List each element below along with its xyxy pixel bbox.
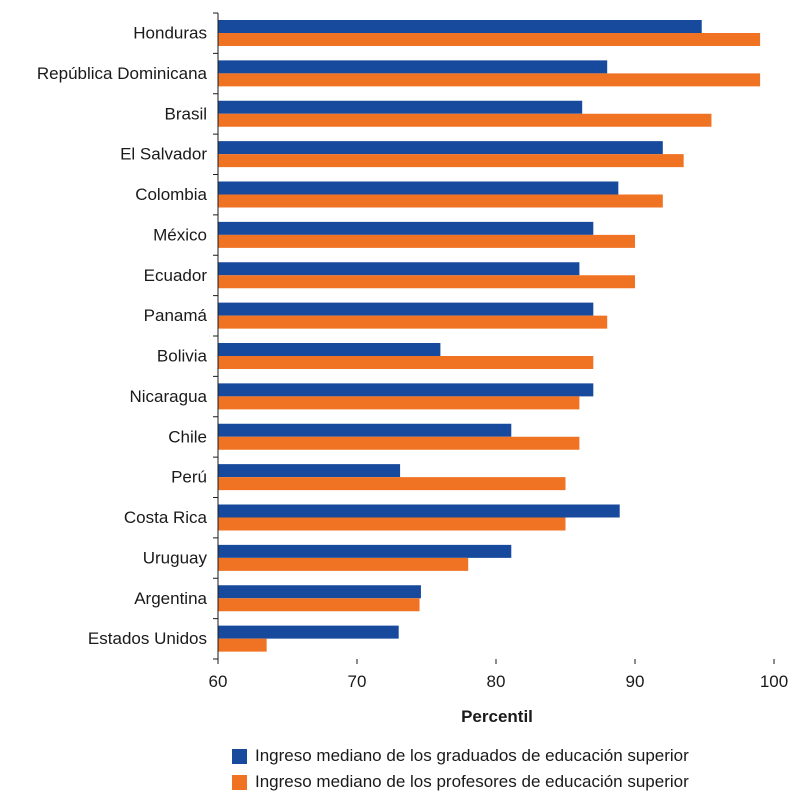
category-label-brasil: Brasil bbox=[164, 104, 207, 123]
category-label-estados-unidos: Estados Unidos bbox=[88, 629, 207, 648]
bar-graduados-chile bbox=[218, 423, 512, 437]
bar-profesores-costa-rica bbox=[218, 517, 566, 531]
bar-graduados-el-salvador bbox=[218, 141, 663, 155]
category-label-argentina: Argentina bbox=[134, 589, 207, 608]
bar-graduados-estados-unidos bbox=[218, 625, 399, 639]
x-tick-label-100: 100 bbox=[760, 672, 788, 691]
bar-profesores-bolivia bbox=[218, 356, 594, 369]
category-label-colombia: Colombia bbox=[135, 185, 207, 204]
bar-graduados-ecuador bbox=[218, 262, 580, 276]
bar-graduados-bolivia bbox=[218, 343, 441, 356]
category-label-bolivia: Bolivia bbox=[157, 347, 208, 366]
bar-profesores-ecuador bbox=[218, 275, 635, 289]
x-tick-label-60: 60 bbox=[209, 672, 228, 691]
category-label-panama: Panamá bbox=[144, 306, 208, 325]
category-label-peru: Perú bbox=[171, 468, 207, 487]
bars-layer bbox=[218, 20, 761, 652]
bar-profesores-mexico bbox=[218, 234, 635, 248]
category-label-chile: Chile bbox=[168, 427, 207, 446]
bar-graduados-peru bbox=[218, 464, 401, 478]
bar-profesores-el-salvador bbox=[218, 154, 684, 168]
x-axis-label: Percentil bbox=[461, 707, 533, 726]
legend-item-profesores: Ingreso mediano de los profesores de edu… bbox=[232, 769, 787, 795]
bar-graduados-argentina bbox=[218, 585, 421, 599]
x-tick-labels: 60 70 80 90 100 bbox=[209, 672, 789, 691]
bar-graduados-uruguay bbox=[218, 544, 512, 558]
category-label-republica-dominicana: República Dominicana bbox=[37, 64, 208, 83]
category-label-el-salvador: El Salvador bbox=[120, 145, 207, 164]
category-label-costa-rica: Costa Rica bbox=[124, 508, 208, 527]
x-tick-label-70: 70 bbox=[348, 672, 367, 691]
bar-profesores-peru bbox=[218, 477, 566, 491]
legend-item-graduados: Ingreso mediano de los graduados de educ… bbox=[232, 743, 787, 769]
bar-graduados-panama bbox=[218, 302, 594, 316]
bar-profesores-panama bbox=[218, 315, 608, 329]
bar-graduados-colombia bbox=[218, 181, 619, 195]
category-labels: Honduras República Dominicana Brasil El Sal… bbox=[37, 24, 208, 649]
legend-label-graduados: Ingreso mediano de los graduados de educ… bbox=[255, 746, 689, 765]
bar-profesores-argentina bbox=[218, 598, 420, 612]
bar-graduados-brasil bbox=[218, 100, 583, 114]
category-label-nicaragua: Nicaragua bbox=[130, 387, 208, 406]
bar-profesores-honduras bbox=[218, 33, 761, 46]
bar-profesores-colombia bbox=[218, 194, 663, 208]
legend-label-profesores: Ingreso mediano de los profesores de edu… bbox=[255, 772, 689, 791]
bar-profesores-estados-unidos bbox=[218, 638, 267, 652]
bar-profesores-uruguay bbox=[218, 557, 469, 571]
bar-graduados-costa-rica bbox=[218, 504, 620, 518]
category-label-mexico: México bbox=[153, 225, 207, 244]
category-label-ecuador: Ecuador bbox=[144, 266, 208, 285]
bar-profesores-republica-dominicana bbox=[218, 73, 761, 87]
bar-graduados-mexico bbox=[218, 221, 594, 235]
category-label-uruguay: Uruguay bbox=[143, 548, 208, 567]
category-label-honduras: Honduras bbox=[133, 24, 207, 43]
axes bbox=[213, 12, 775, 664]
bar-profesores-chile bbox=[218, 436, 580, 450]
legend-swatch-profesores bbox=[232, 774, 247, 790]
bar-profesores-nicaragua bbox=[218, 396, 580, 410]
bar-profesores-brasil bbox=[218, 113, 712, 127]
bar-graduados-honduras bbox=[218, 20, 702, 33]
legend-swatch-graduados bbox=[232, 748, 247, 764]
x-tick-label-80: 80 bbox=[487, 672, 506, 691]
x-tick-label-90: 90 bbox=[626, 672, 645, 691]
bar-graduados-republica-dominicana bbox=[218, 60, 608, 74]
bar-graduados-nicaragua bbox=[218, 383, 594, 397]
legend: Ingreso mediano de los graduados de educ… bbox=[232, 743, 787, 795]
